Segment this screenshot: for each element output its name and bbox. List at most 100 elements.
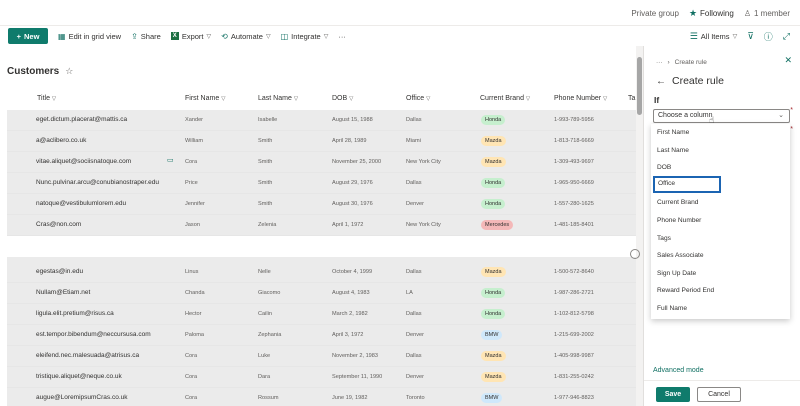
- expand-icon[interactable]: ⤢: [782, 30, 790, 41]
- scrollbar-thumb[interactable]: [637, 57, 642, 115]
- brand-badge: Mazda: [481, 157, 506, 167]
- share-button[interactable]: ⇪ Share: [131, 32, 161, 41]
- column-dropdown: First Name Last Name DOB Office Current Bran…: [651, 124, 790, 319]
- table-row[interactable]: egestas@in.edu Linus Nelle October 4, 1999 D…: [7, 262, 636, 283]
- row-last-cell: Giacomo: [258, 290, 281, 296]
- table-row[interactable]: est.tempor.bibendum@neccursusa.com Paloma…: [7, 325, 636, 346]
- column-header-first-name[interactable]: First Name ▽: [185, 95, 226, 102]
- row-title-cell[interactable]: tristique.aliquet@neque.co.uk: [36, 373, 122, 380]
- table-row[interactable]: eleifend.nec.malesuada@atrisus.ca Cora Luk…: [7, 346, 636, 367]
- favorite-star-icon[interactable]: ☆: [65, 66, 74, 76]
- table-row[interactable]: Cras@non.com Jason Zelenia April 1, 1972 New…: [7, 215, 636, 236]
- info-icon[interactable]: ⓘ: [763, 31, 773, 42]
- cancel-button[interactable]: Cancel: [697, 387, 741, 402]
- row-title-cell[interactable]: ligula.elit.pretium@risus.ca: [36, 310, 114, 317]
- table-row[interactable]: tristique.aliquet@neque.co.uk Cora Dara Sep…: [7, 367, 636, 388]
- column-select[interactable]: Choose a column ⌄: [653, 109, 790, 123]
- list-title: Customers ☆: [7, 66, 73, 77]
- view-switcher[interactable]: ☰ All Items ▽: [690, 31, 737, 42]
- row-title-cell[interactable]: augue@LoremipsumCras.co.uk: [36, 394, 128, 401]
- row-dob-cell: October 4, 1999: [332, 269, 373, 275]
- row-office-cell: Denver: [406, 332, 425, 338]
- back-arrow-icon[interactable]: ←: [656, 75, 666, 87]
- table-row[interactable]: augue@LoremipsumCras.co.uk Cora Rossum June…: [7, 388, 636, 406]
- row-title-cell[interactable]: eleifend.nec.malesuada@atrisus.ca: [36, 352, 140, 359]
- save-button[interactable]: Save: [656, 387, 690, 402]
- brand-badge: Honda: [481, 115, 506, 125]
- row-phone-cell: 1-102-812-5798: [554, 311, 594, 317]
- table-row[interactable]: Nullam@Etiam.net Chanda Giacomo August 4, 1…: [7, 283, 636, 304]
- advanced-mode-link[interactable]: Advanced mode: [653, 367, 704, 374]
- more-commands-button[interactable]: ···: [338, 32, 346, 41]
- brand-badge: Mazda: [481, 267, 506, 277]
- column-header-last-name[interactable]: Last Name ▽: [258, 95, 299, 102]
- row-first-cell: Jason: [185, 222, 200, 228]
- row-dob-cell: September 11, 1990: [332, 374, 383, 380]
- dropdown-option[interactable]: Full Name: [657, 305, 688, 312]
- row-title-cell[interactable]: a@aclibero.co.uk: [36, 137, 87, 144]
- table-row[interactable]: vitae.aliquet@sociisnatoque.com Cora Smith…: [7, 152, 636, 173]
- dropdown-option[interactable]: Current Brand: [657, 199, 699, 207]
- table-row[interactable]: natoque@vestibulumlorem.edu Jennifer Smith…: [7, 194, 636, 215]
- panel-footer-divider: [644, 380, 800, 381]
- row-title-cell[interactable]: natoque@vestibulumlorem.edu: [36, 200, 127, 207]
- table-row[interactable]: Nunc.pulvinar.arcu@conubianostraper.edu P…: [7, 173, 636, 194]
- table-row[interactable]: a@aclibero.co.uk William Smith April 28, 19…: [7, 131, 636, 152]
- new-label: New: [23, 31, 40, 41]
- column-header-title[interactable]: Title ▽: [37, 95, 57, 102]
- panel-title-text: Create rule: [672, 75, 724, 87]
- view-bar: ☰ All Items ▽ ⊽ ⓘ ⤢: [643, 26, 800, 46]
- dropdown-option[interactable]: Phone Number: [657, 217, 702, 224]
- row-title-cell[interactable]: Cras@non.com: [36, 221, 82, 228]
- row-office-cell: New York City: [406, 222, 441, 228]
- dropdown-option[interactable]: Last Name: [657, 146, 689, 154]
- breadcrumb: ··· › Create rule: [656, 59, 707, 66]
- row-title-cell[interactable]: egestas@in.edu: [36, 268, 84, 275]
- row-title-cell[interactable]: Nunc.pulvinar.arcu@conubianostraper.edu: [36, 179, 159, 186]
- dropdown-option[interactable]: Tags: [657, 234, 671, 242]
- export-button[interactable]: X Export ▽: [170, 32, 211, 41]
- breadcrumb-more[interactable]: ···: [656, 59, 663, 66]
- column-header-current-brand[interactable]: Current Brand ▽: [480, 95, 531, 102]
- dropdown-option[interactable]: Sales Associate: [657, 252, 704, 260]
- column-header-tags[interactable]: Ta: [628, 95, 636, 102]
- column-header-dob[interactable]: DOB ▽: [332, 95, 354, 102]
- row-dob-cell: April 28, 1989: [332, 138, 367, 144]
- column-header-phone-number[interactable]: Phone Number ▽: [554, 95, 608, 102]
- if-label: If: [654, 95, 660, 105]
- dropdown-option[interactable]: Office: [653, 176, 721, 193]
- dropdown-option[interactable]: Sign Up Date: [657, 269, 697, 277]
- members-button[interactable]: ♙ 1 member: [744, 9, 790, 18]
- row-phone-cell: 1-831-255-0242: [554, 374, 594, 380]
- row-title-cell[interactable]: eget.dictum.placerat@mattis.ca: [36, 116, 128, 123]
- dropdown-option[interactable]: Reward Period End: [657, 287, 715, 295]
- automate-button[interactable]: ⟲ Automate ▽: [221, 32, 270, 41]
- command-bar: + New ▦ Edit in grid view ⇪ Share X Expo…: [0, 26, 643, 46]
- filter-icon[interactable]: ⊽: [747, 30, 754, 41]
- table-row[interactable]: ligula.elit.pretium@risus.ca Hector Cailin…: [7, 304, 636, 325]
- edit-grid-button[interactable]: ▦ Edit in grid view: [58, 32, 121, 41]
- row-title-cell[interactable]: vitae.aliquet@sociisnatoque.com: [36, 158, 132, 165]
- automate-label: Automate: [230, 31, 263, 41]
- row-first-cell: Jennifer: [185, 201, 205, 207]
- row-title-cell[interactable]: Nullam@Etiam.net: [36, 289, 91, 296]
- row-phone-cell: 1-965-950-6669: [554, 180, 594, 186]
- row-office-cell: Denver: [406, 201, 425, 207]
- row-last-cell: Rossum: [258, 395, 279, 401]
- following-button[interactable]: ★ Following: [689, 8, 734, 19]
- vertical-scrollbar[interactable]: [636, 46, 643, 406]
- row-dob-cell: August 30, 1976: [332, 201, 373, 207]
- row-last-cell: Smith: [258, 180, 273, 186]
- dropdown-option[interactable]: First Name: [657, 129, 690, 136]
- new-button[interactable]: + New: [8, 28, 48, 44]
- close-icon[interactable]: ✕: [784, 55, 792, 65]
- comment-icon[interactable]: ▭: [167, 157, 174, 164]
- column-header-office[interactable]: Office ▽: [406, 95, 431, 102]
- table-row[interactable]: eget.dictum.placerat@mattis.ca Xander Isab…: [7, 110, 636, 131]
- integrate-button[interactable]: ◫ Integrate ▽: [281, 32, 329, 41]
- row-last-cell: Luke: [258, 353, 271, 359]
- row-title-cell[interactable]: est.tempor.bibendum@neccursusa.com: [36, 331, 151, 338]
- dropdown-option[interactable]: DOB: [657, 164, 672, 172]
- row-last-cell: Smith: [258, 201, 273, 207]
- row-dob-cell: August 29, 1976: [332, 180, 373, 186]
